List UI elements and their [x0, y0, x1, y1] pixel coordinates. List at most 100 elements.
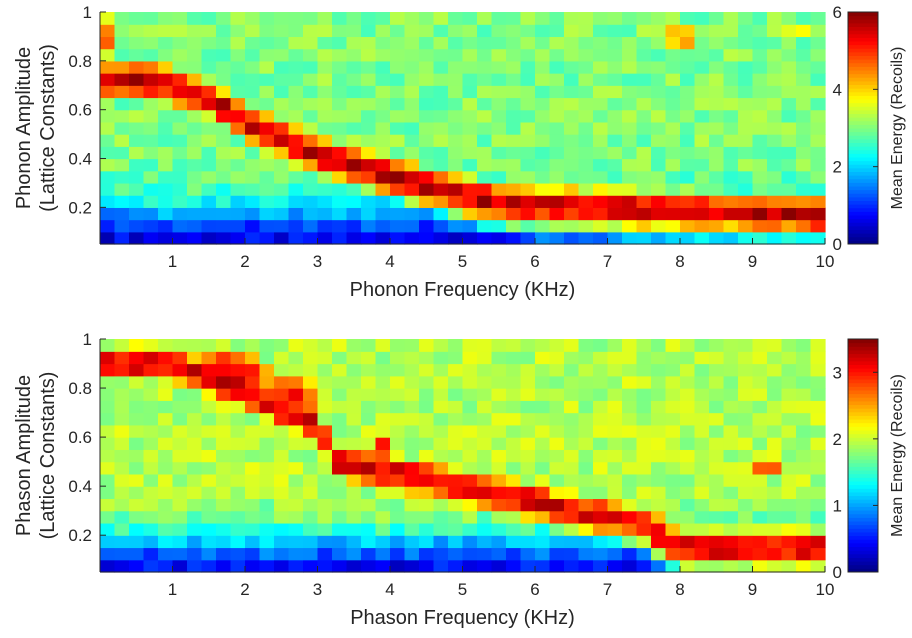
heatmap-cell	[390, 522, 406, 536]
heatmap-cell	[651, 547, 667, 561]
heatmap-cell	[317, 121, 333, 135]
heatmap-cell	[767, 170, 783, 184]
heatmap-cell	[680, 424, 696, 438]
heatmap-cell	[694, 498, 710, 512]
heatmap-cell	[535, 121, 551, 135]
heatmap-cell	[665, 351, 681, 365]
colorbar-swatch	[848, 440, 878, 446]
heatmap-cell	[332, 473, 348, 487]
heatmap-cell	[651, 375, 667, 389]
heatmap-cell	[100, 97, 116, 111]
heatmap-cell	[651, 134, 667, 147]
heatmap-cell	[810, 461, 826, 475]
heatmap-cell	[172, 48, 188, 62]
heatmap-cell	[506, 134, 522, 147]
heatmap-cell	[129, 449, 145, 463]
heatmap-cell	[477, 73, 493, 86]
heatmap-cell	[723, 498, 739, 512]
heatmap-cell	[245, 12, 261, 25]
heatmap-cell	[100, 170, 116, 184]
heatmap-cell	[636, 363, 652, 377]
heatmap-cell	[114, 12, 130, 25]
heatmap-cell	[651, 73, 667, 86]
heatmap-cell	[288, 109, 304, 123]
heatmap-cell	[346, 510, 362, 524]
heatmap-cell	[709, 535, 725, 549]
heatmap-cell	[506, 412, 522, 426]
heatmap-cell	[520, 437, 536, 450]
heatmap-cell	[332, 510, 348, 524]
heatmap-cell	[419, 73, 435, 86]
heatmap-cell	[506, 146, 522, 160]
heatmap-cell	[143, 388, 159, 401]
heatmap-cell	[433, 134, 449, 147]
heatmap-cell	[332, 400, 348, 414]
heatmap-cell	[129, 170, 145, 184]
heatmap-cell	[651, 195, 667, 208]
heatmap-cell	[593, 486, 609, 500]
heatmap-cell	[332, 351, 348, 365]
colorbar-swatch	[848, 528, 878, 533]
heatmap-cell	[259, 535, 275, 549]
colorbar-swatch	[848, 200, 878, 205]
heatmap-cell	[535, 473, 551, 487]
heatmap-cell	[781, 182, 797, 196]
colorbar-swatch	[848, 106, 878, 111]
heatmap-cell	[723, 535, 739, 549]
heatmap-cell	[288, 170, 304, 184]
heatmap-cell	[607, 158, 623, 172]
heatmap-cell	[636, 109, 652, 123]
heatmap-cell	[433, 375, 449, 389]
heatmap-cell	[549, 449, 565, 463]
colorbar-swatch	[848, 26, 878, 31]
heatmap-cell	[274, 24, 290, 38]
heatmap-cell	[303, 97, 319, 111]
colorbar-swatch	[848, 502, 878, 507]
heatmap-cell	[114, 134, 130, 147]
heatmap-cell	[564, 48, 580, 62]
heatmap-cell	[259, 146, 275, 160]
heatmap-cell	[622, 375, 638, 389]
heatmap-cell	[114, 461, 130, 475]
heatmap-cell	[593, 559, 609, 573]
heatmap-cell	[694, 559, 710, 573]
heatmap-cell	[680, 473, 696, 487]
heatmap-cell	[709, 48, 725, 62]
heatmap-cell	[651, 412, 667, 426]
heatmap-cell	[491, 109, 507, 123]
heatmap-cell	[535, 48, 551, 62]
heatmap-cell	[361, 60, 377, 74]
heatmap-cell	[100, 195, 116, 208]
heatmap-cell	[535, 424, 551, 438]
heatmap-cell	[752, 498, 768, 512]
heatmap-cell	[129, 437, 145, 450]
heatmap-cell	[114, 388, 130, 401]
heatmap-cell	[810, 424, 826, 438]
heatmap-cell	[259, 486, 275, 500]
heatmap-cell	[404, 231, 420, 245]
heatmap-cell	[288, 412, 304, 426]
heatmap-cell	[143, 400, 159, 414]
heatmap-cell	[201, 48, 217, 62]
heatmap-cell	[506, 339, 522, 352]
heatmap-cell	[636, 522, 652, 536]
heatmap-cell	[100, 219, 116, 233]
heatmap-cell	[636, 547, 652, 561]
heatmap-cell	[230, 339, 246, 352]
heatmap-cell	[593, 363, 609, 377]
heatmap-cell	[767, 400, 783, 414]
phonon-y-axis-label-line1: Phonon Amplitude	[13, 47, 35, 209]
heatmap-cell	[535, 36, 551, 50]
colorbar-swatch	[848, 426, 878, 431]
heatmap-cell	[520, 182, 536, 196]
heatmap-cell	[564, 158, 580, 172]
heatmap-cell	[259, 351, 275, 365]
heatmap-cell	[114, 400, 130, 414]
heatmap-cell	[723, 388, 739, 401]
colorbar-swatch	[848, 349, 878, 355]
heatmap-cell	[143, 437, 159, 450]
heatmap-cell	[201, 73, 217, 86]
heatmap-cell	[404, 400, 420, 414]
heatmap-cell	[230, 97, 246, 111]
colorbar-swatch	[848, 546, 878, 551]
